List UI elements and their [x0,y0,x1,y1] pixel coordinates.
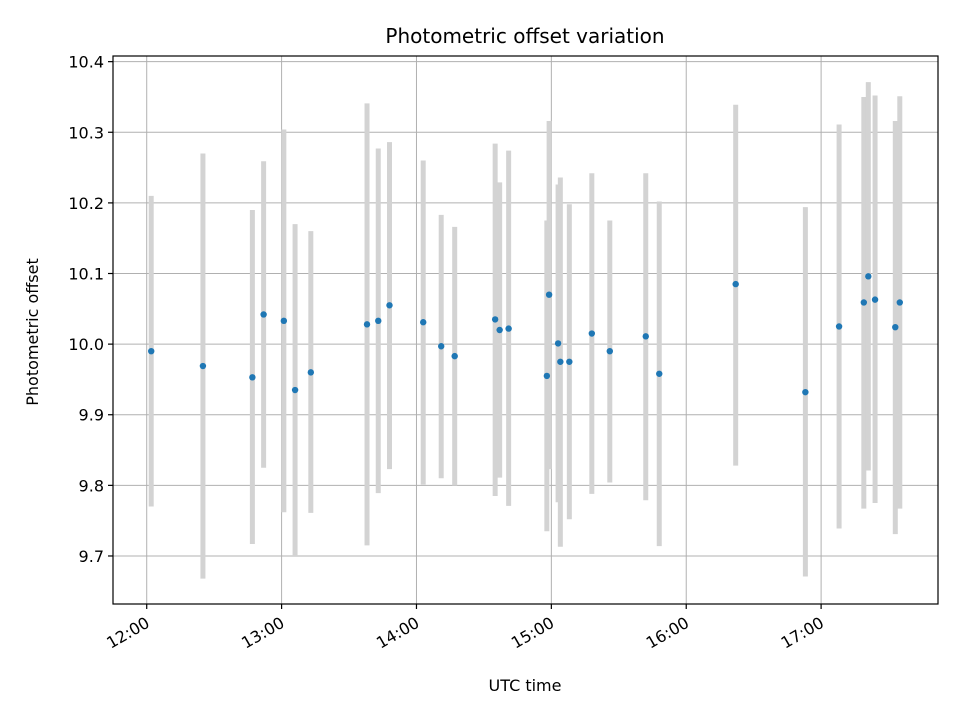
y-tick-label: 10.4 [68,53,104,72]
data-point [557,358,564,365]
data-point [438,343,445,350]
x-axis-label: UTC time [489,676,562,695]
y-tick-label: 10.0 [68,335,104,354]
data-point [491,316,499,323]
data-point [802,388,809,396]
data-point [860,299,868,306]
y-tick-label: 9.8 [79,476,104,495]
data-points [148,273,903,396]
data-point [199,362,207,370]
data-point [545,291,553,298]
data-point [588,330,596,337]
data-point [307,369,315,376]
data-point [566,358,573,365]
data-point [892,323,899,331]
data-point [260,311,267,318]
data-point [606,347,613,355]
y-tick-label: 10.1 [68,265,104,284]
data-point [363,321,371,328]
data-point [732,280,739,288]
plot-frame [112,55,939,605]
data-point [496,326,503,334]
data-point [896,299,903,306]
data-point [871,296,879,303]
y-tick-label: 9.9 [79,406,104,425]
data-point [291,386,299,394]
data-point [375,317,382,325]
data-point [656,370,663,377]
data-point [148,347,155,355]
y-tick-label: 10.3 [68,123,104,142]
data-point [280,317,288,325]
chart-title: Photometric offset variation [385,24,664,48]
y-tick-label: 10.2 [68,194,104,213]
data-point [420,319,427,326]
data-point [835,323,843,330]
data-point [554,340,562,347]
data-point [505,325,512,332]
y-axis-label: Photometric offset [23,258,42,406]
data-point [543,372,551,380]
data-point [865,273,872,280]
y-axis-ticks: 9.7 9.8 9.9 10.0 10.1 10.2 10.3 10.4 [68,53,113,566]
data-point [249,374,256,381]
data-point [451,352,458,360]
y-tick-label: 9.7 [79,547,104,566]
data-point [386,302,393,309]
data-point [642,333,649,340]
